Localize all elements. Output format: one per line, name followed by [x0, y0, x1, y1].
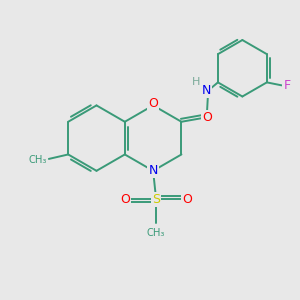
- Text: CH₃: CH₃: [28, 154, 46, 164]
- Text: O: O: [148, 98, 158, 110]
- Text: F: F: [284, 79, 291, 92]
- Text: O: O: [182, 193, 192, 206]
- Text: S: S: [152, 193, 160, 206]
- Text: O: O: [121, 193, 130, 206]
- Text: N: N: [148, 164, 158, 177]
- Text: O: O: [202, 111, 211, 124]
- Text: H: H: [191, 77, 200, 87]
- Text: N: N: [202, 84, 211, 97]
- Text: CH₃: CH₃: [147, 228, 165, 238]
